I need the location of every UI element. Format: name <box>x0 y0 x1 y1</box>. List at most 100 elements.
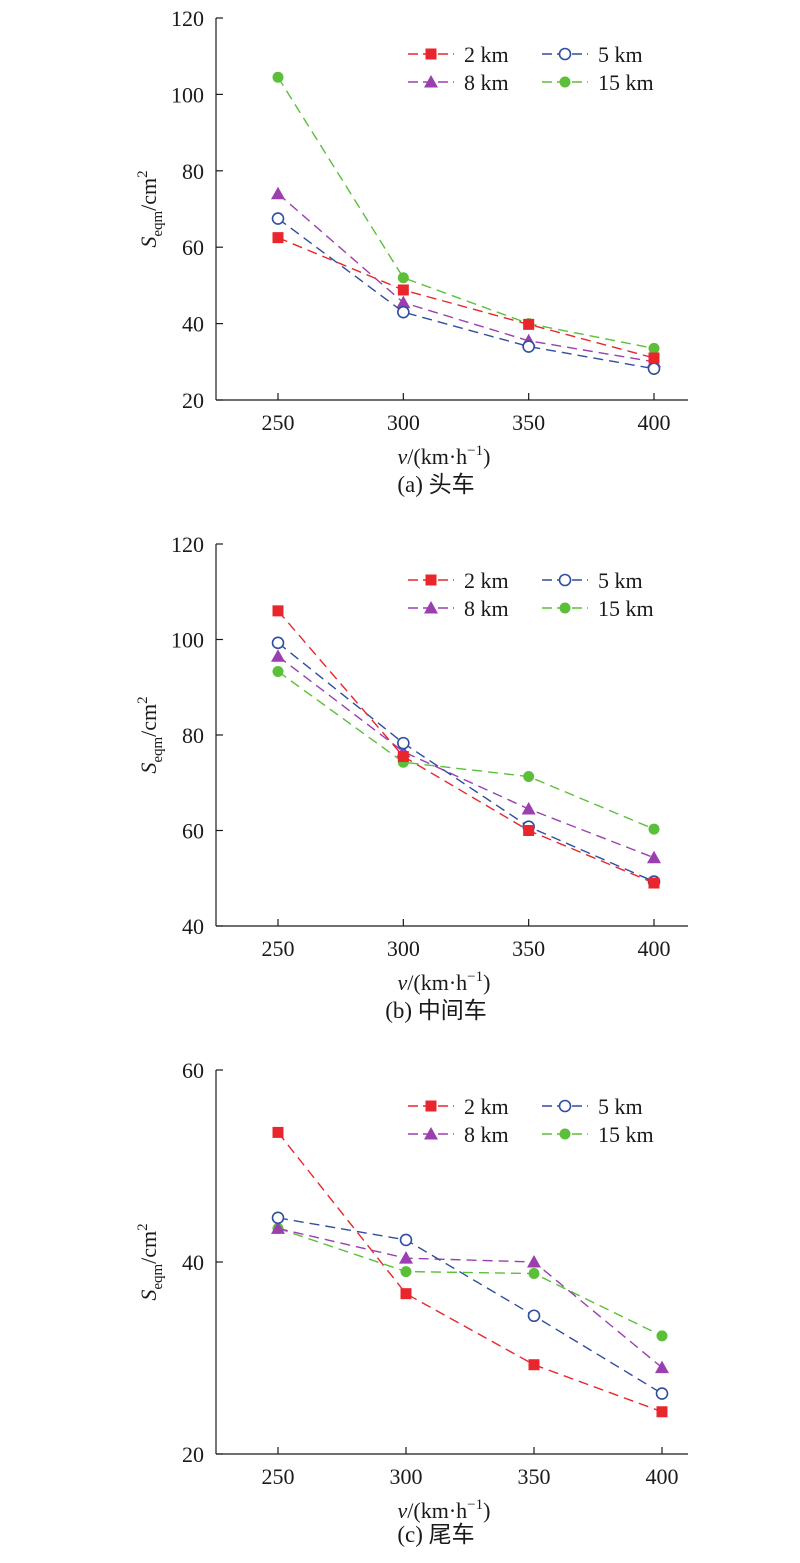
legend-label: 8 km <box>464 70 509 95</box>
data-point-2km <box>400 1288 412 1300</box>
legend-marker <box>424 1127 438 1140</box>
data-point-8km <box>271 1221 285 1234</box>
chart-caption: (c) 尾车 <box>397 1522 474 1547</box>
legend-marker <box>424 75 438 88</box>
legend-marker <box>425 1100 437 1112</box>
data-point-8km <box>399 1251 413 1264</box>
legend: 2 km 5 km 8 km 15 km <box>408 1094 654 1147</box>
data-point-2km <box>272 232 284 244</box>
legend-item: 5 km <box>542 568 643 593</box>
legend-label: 5 km <box>598 1094 643 1119</box>
series-line-15km <box>277 76 655 350</box>
legend-item: 15 km <box>542 1122 654 1147</box>
chart-caption: (b) 中间车 <box>385 998 487 1023</box>
y-tick-label: 20 <box>182 388 204 413</box>
data-point-15km <box>648 823 660 835</box>
x-tick-label: 300 <box>387 936 420 961</box>
legend-item: 2 km <box>408 42 509 67</box>
legend: 2 km 5 km 8 km 15 km <box>408 42 654 95</box>
legend-label: 5 km <box>598 568 643 593</box>
legend-label: 2 km <box>464 42 509 67</box>
data-point-15km <box>272 71 284 83</box>
legend-marker <box>559 602 571 614</box>
legend-label: 2 km <box>464 1094 509 1119</box>
data-point-8km <box>271 649 285 662</box>
y-tick-label: 80 <box>182 159 204 184</box>
legend-marker <box>558 573 572 587</box>
data-point-5km <box>271 1211 285 1225</box>
chart-panel-2: 40 60 80 100 120 250 300 350 400 Seqm/cm2 v/(km·h−… <box>135 532 688 1023</box>
series-line-5km <box>277 642 655 883</box>
series-line-5km <box>277 217 655 370</box>
data-point-5km <box>271 636 285 650</box>
chart-caption: (a) 头车 <box>397 472 474 497</box>
series-line-8km <box>277 655 655 859</box>
data-point-5km <box>655 1387 669 1400</box>
y-tick-label: 100 <box>171 628 204 653</box>
legend-label: 2 km <box>464 568 509 593</box>
legend-item: 15 km <box>542 596 654 621</box>
series-line-8km <box>277 193 655 363</box>
x-tick-label: 400 <box>638 410 671 435</box>
series-line-2km <box>277 237 655 359</box>
y-axis-label: Seqm/cm2 <box>135 170 166 247</box>
chart-panel-1: 20 40 60 80 100 120 250 300 350 400 Seqm/cm2 v/(km·… <box>135 6 688 497</box>
data-point-8km <box>271 186 285 200</box>
data-point-5km <box>271 212 285 225</box>
data-point-5km <box>399 1233 413 1247</box>
legend-label: 5 km <box>598 42 643 67</box>
legend-item: 2 km <box>408 568 509 593</box>
data-point-8km <box>527 1255 541 1268</box>
data-point-15km <box>648 342 660 354</box>
legend-marker <box>424 601 438 614</box>
y-tick-label: 60 <box>182 819 204 844</box>
legend-marker <box>558 1099 572 1113</box>
legend-label: 8 km <box>464 1122 509 1147</box>
series-line-2km <box>277 610 655 884</box>
data-point-8km <box>655 1360 669 1374</box>
series-line-5km <box>277 1217 663 1395</box>
series-line-15km <box>277 670 655 830</box>
data-point-5km <box>397 736 410 750</box>
x-tick-label: 250 <box>262 936 295 961</box>
x-tick-label: 400 <box>646 1464 679 1489</box>
x-tick-label: 400 <box>638 936 671 961</box>
x-tick-label: 350 <box>512 936 545 961</box>
legend-label: 15 km <box>598 1122 654 1147</box>
x-tick-label: 350 <box>518 1464 551 1489</box>
data-point-2km <box>397 750 409 762</box>
y-tick-label: 40 <box>182 312 204 337</box>
data-point-15km <box>272 665 284 677</box>
x-tick-label: 300 <box>387 410 420 435</box>
legend-marker <box>425 48 437 60</box>
data-point-2km <box>648 877 660 889</box>
data-point-8km <box>647 850 661 864</box>
y-tick-label: 120 <box>171 6 204 31</box>
y-tick-label: 80 <box>182 723 204 748</box>
y-tick-label: 40 <box>182 1250 204 1275</box>
x-tick-label: 350 <box>512 410 545 435</box>
y-axis-label: Seqm/cm2 <box>135 696 166 773</box>
series-line-8km <box>277 1227 663 1369</box>
legend: 2 km 5 km 8 km 15 km <box>408 568 654 621</box>
data-point-2km <box>528 1359 540 1371</box>
legend-item: 2 km <box>408 1094 509 1119</box>
data-point-2km <box>272 1126 284 1138</box>
data-point-2km <box>656 1406 668 1418</box>
x-tick-label: 250 <box>262 1464 295 1489</box>
y-tick-label: 60 <box>182 1058 204 1083</box>
legend-item: 8 km <box>408 1122 509 1147</box>
data-point-2km <box>272 605 284 617</box>
data-point-5km <box>527 1309 541 1323</box>
y-tick-label: 120 <box>171 532 204 557</box>
data-point-15km <box>400 1266 412 1278</box>
data-point-5km <box>397 305 410 319</box>
legend-marker <box>425 574 437 586</box>
data-point-2km <box>648 352 660 364</box>
legend-label: 15 km <box>598 596 654 621</box>
data-point-15km <box>528 1268 540 1280</box>
y-tick-label: 60 <box>182 235 204 260</box>
data-point-5km <box>647 362 661 375</box>
series-line-15km <box>277 1227 663 1337</box>
